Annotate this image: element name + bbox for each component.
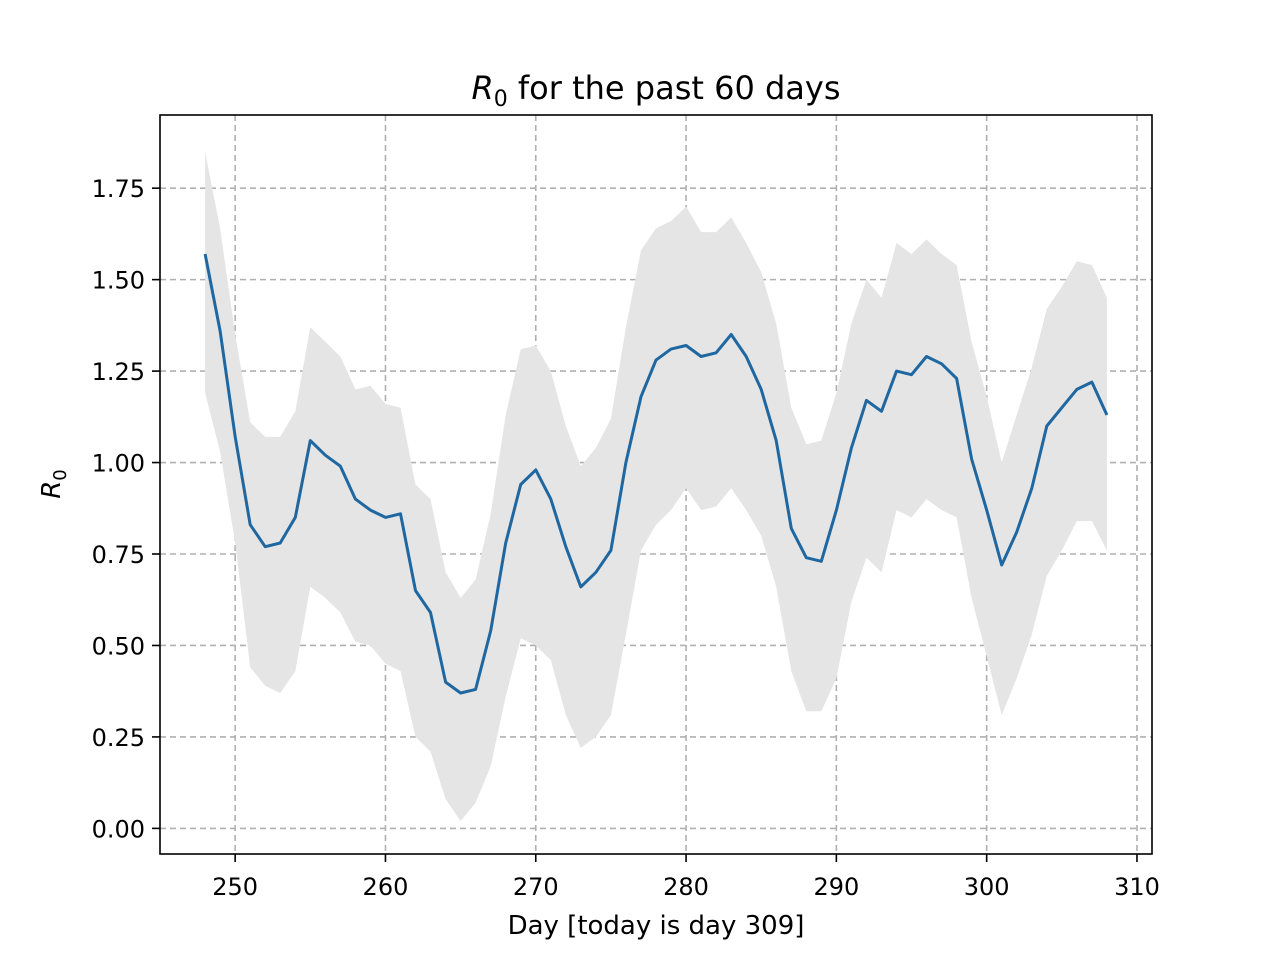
y-tick-label: 0.50 — [92, 632, 145, 660]
x-tick-label: 250 — [212, 873, 258, 901]
x-tick-label: 310 — [1114, 873, 1160, 901]
x-tick-label: 300 — [964, 873, 1010, 901]
plot-frame — [159, 114, 1153, 855]
x-tick-label: 280 — [663, 873, 709, 901]
chart-title: R0 for the past 60 days — [472, 69, 841, 112]
r0-line — [203, 253, 1109, 695]
y-tick-label: 1.00 — [92, 450, 145, 478]
y-axis-label: R0 — [37, 469, 71, 499]
y-axis: 0.00 0.25 0.50 0.75 1.00 1.25 1.50 1.75 — [92, 175, 160, 843]
y-tick-label: 1.75 — [92, 175, 145, 203]
x-axis-label: Day [today is day 309] — [508, 911, 805, 941]
x-tick-label: 290 — [813, 873, 859, 901]
y-tick-label: 0.25 — [92, 724, 145, 752]
x-tick-label: 260 — [363, 873, 409, 901]
y-tick-label: 1.50 — [92, 267, 145, 295]
y-tick-label: 1.25 — [92, 358, 145, 386]
confidence-band — [205, 151, 1107, 822]
x-tick-label: 270 — [513, 873, 559, 901]
x-axis: 250 260 270 280 290 300 310 — [212, 854, 1160, 901]
y-tick-label: 0.75 — [92, 541, 145, 569]
y-tick-label: 0.00 — [92, 815, 145, 843]
